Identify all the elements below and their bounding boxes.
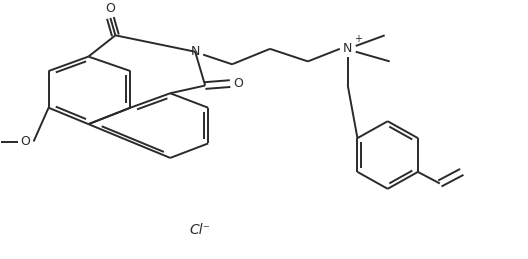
Text: Cl⁻: Cl⁻ bbox=[190, 223, 211, 237]
Text: N: N bbox=[191, 45, 200, 58]
Text: O: O bbox=[106, 2, 115, 15]
Text: O: O bbox=[233, 77, 243, 90]
Text: O: O bbox=[21, 135, 31, 148]
Text: N: N bbox=[343, 42, 353, 55]
Text: +: + bbox=[354, 34, 362, 44]
